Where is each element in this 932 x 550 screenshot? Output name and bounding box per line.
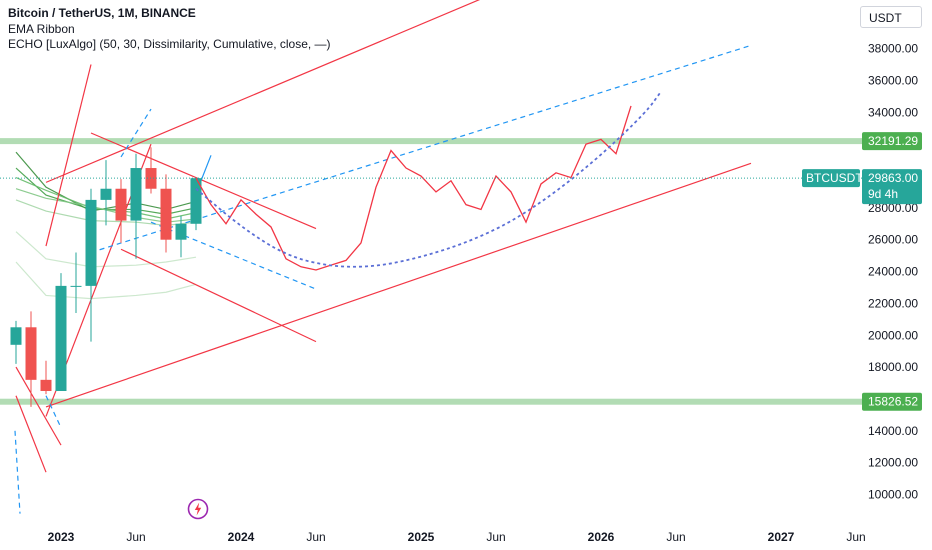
candle-body xyxy=(190,178,202,224)
dashed-trend-line xyxy=(90,44,752,254)
price-tick-label: 36000.00 xyxy=(868,73,918,87)
time-tick-label: 2027 xyxy=(768,530,795,544)
dashed-trend-line xyxy=(120,108,152,158)
trend-line xyxy=(15,395,47,473)
dashed-trend-line xyxy=(45,395,62,428)
time-axis[interactable]: 2023 Jun 2024 Jun 2025 Jun 2026 Jun 2027 Jun xyxy=(48,530,866,544)
chart-legend: Bitcoin / TetherUS, 1M, BINANCE EMA Ribb… xyxy=(8,6,331,53)
candle-body xyxy=(100,188,112,200)
level-price-label: 32191.29 xyxy=(868,134,918,148)
time-tick-label: 2023 xyxy=(48,530,75,544)
symbol-title[interactable]: Bitcoin / TetherUS, 1M, BINANCE xyxy=(8,6,196,20)
trend-line xyxy=(90,132,317,230)
symbol-badge-label: BTCUSDT xyxy=(806,171,863,185)
level-price-label: 15826.52 xyxy=(868,395,918,409)
last-price-label: 29863.00 xyxy=(868,171,918,185)
price-tick-label: 26000.00 xyxy=(868,233,918,247)
indicator-echo[interactable]: ECHO [LuxAlgo] (50, 30, Dissimilarity, C… xyxy=(8,37,331,51)
ema-ribbon-line xyxy=(15,261,197,300)
price-tick-label: 34000.00 xyxy=(868,105,918,119)
level-band xyxy=(0,138,862,145)
indicator-ema-ribbon[interactable]: EMA Ribbon xyxy=(8,21,75,36)
level-band xyxy=(0,398,862,405)
price-tick-label: 28000.00 xyxy=(868,201,918,215)
last-price-badge xyxy=(862,169,922,205)
level-price-badge xyxy=(862,132,922,151)
echo-projection-line xyxy=(195,105,632,271)
time-tick-label: Jun xyxy=(486,530,505,544)
time-tick-label: Jun xyxy=(306,530,325,544)
candle-body xyxy=(10,327,22,345)
candle-body xyxy=(130,168,142,221)
trend-line xyxy=(45,64,92,247)
price-tick-label: 18000.00 xyxy=(868,360,918,374)
candle-body xyxy=(70,285,82,287)
time-tick-label: 2026 xyxy=(588,530,615,544)
trend-line xyxy=(120,248,317,343)
candle-body xyxy=(25,327,37,380)
price-tick-label: 38000.00 xyxy=(868,42,918,56)
dashed-trend-line xyxy=(14,430,21,514)
price-tick-label: 14000.00 xyxy=(868,424,918,438)
time-tick-label: 2024 xyxy=(228,530,255,544)
time-tick-label: Jun xyxy=(666,530,685,544)
trend-line xyxy=(45,162,752,408)
price-tick-label: 20000.00 xyxy=(868,328,918,342)
price-tick-label: 22000.00 xyxy=(868,296,918,310)
time-tick-label: Jun xyxy=(846,530,865,544)
candle-body xyxy=(85,199,97,286)
trend-lines xyxy=(14,0,752,514)
candle-body xyxy=(55,285,67,391)
price-tick-label: 10000.00 xyxy=(868,488,918,502)
candle-body xyxy=(145,168,157,189)
candles xyxy=(10,147,202,407)
candle-body xyxy=(40,379,52,391)
candle-body xyxy=(115,188,127,221)
price-tick-label: 12000.00 xyxy=(868,456,918,470)
ema-ribbon-line xyxy=(15,231,197,268)
price-tick-label: 24000.00 xyxy=(868,265,918,279)
price-axis[interactable]: 10000.0012000.0014000.0016000.0018000.00… xyxy=(802,42,922,502)
horizontal-levels xyxy=(0,138,862,405)
time-tick-label: 2025 xyxy=(408,530,435,544)
symbol-badge xyxy=(802,169,860,188)
countdown-label: 9d 4h xyxy=(868,187,898,201)
echo-trend-line xyxy=(195,91,662,268)
candle-body xyxy=(160,188,172,240)
trend-line xyxy=(15,366,62,446)
currency-selector[interactable]: USDT xyxy=(860,6,922,28)
echo-projection xyxy=(195,91,662,271)
time-tick-label: Jun xyxy=(126,530,145,544)
trend-line xyxy=(45,0,481,183)
flash-icon[interactable] xyxy=(187,498,209,520)
level-price-badge xyxy=(862,392,922,411)
candle-body xyxy=(175,223,187,240)
